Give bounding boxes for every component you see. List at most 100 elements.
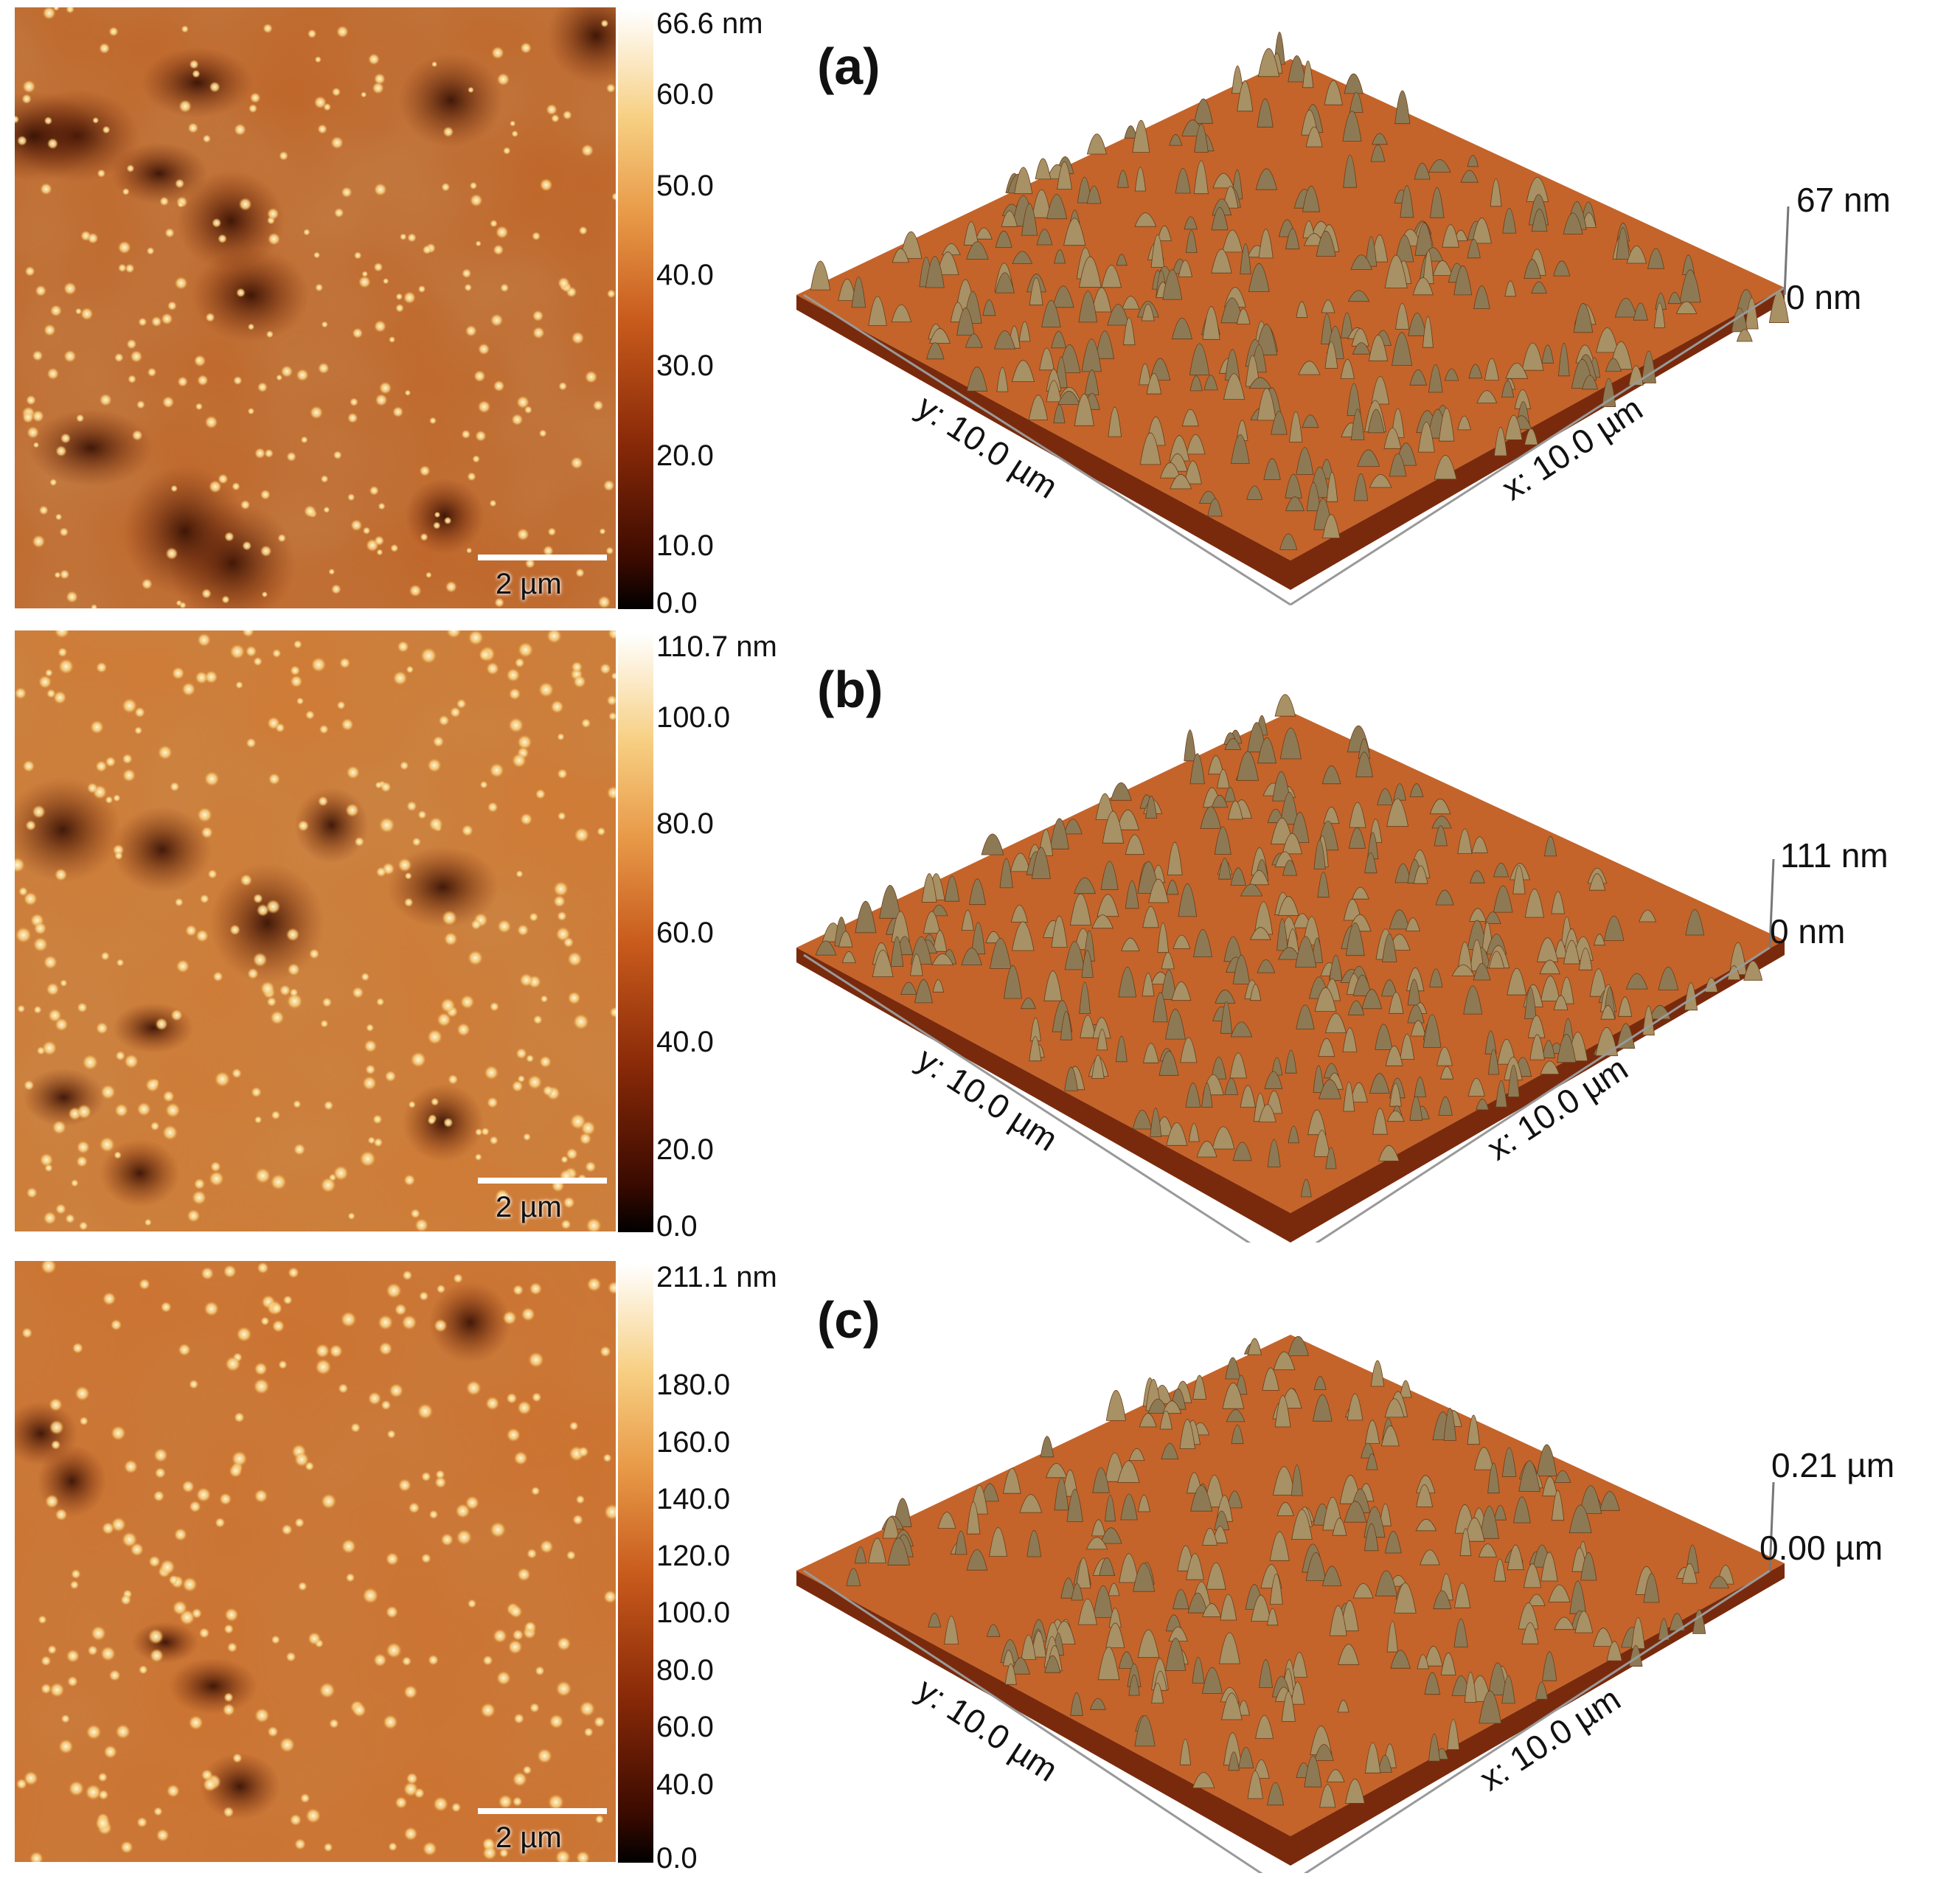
grain-dot: [579, 1132, 592, 1145]
surface-peak: [1593, 934, 1605, 946]
surface-peak: [1539, 959, 1560, 975]
grain-dot: [358, 276, 371, 288]
grain-dot: [354, 836, 364, 847]
grain-dot: [539, 1540, 554, 1554]
surface-peak: [838, 931, 853, 948]
grain-dot: [242, 630, 254, 638]
grain-dot: [547, 1793, 564, 1810]
surface-peak: [1512, 865, 1526, 894]
grain-dot: [522, 1765, 532, 1775]
surface-peak: [1257, 48, 1280, 77]
surface-peak: [1004, 965, 1022, 999]
surface-peak: [1390, 1650, 1411, 1669]
grain-dot: [465, 1495, 479, 1510]
grain-dot: [229, 1464, 243, 1478]
surface-peak: [1493, 427, 1507, 456]
grain-dot: [419, 465, 431, 476]
grain-dot: [95, 760, 108, 773]
grain-dot: [24, 1771, 38, 1786]
grain-dot: [182, 1577, 198, 1592]
surface-peak: [1232, 955, 1251, 984]
grain-dot: [199, 894, 209, 904]
grain-dot: [429, 417, 437, 425]
surface-peak: [1313, 839, 1326, 869]
grain-dot: [17, 135, 27, 146]
surface-peak: [1289, 411, 1303, 442]
grain-dot: [442, 126, 454, 138]
surface-peak: [1422, 1014, 1442, 1048]
grain-dot: [195, 355, 204, 365]
grain-dot: [420, 647, 437, 664]
surface-peak: [1139, 432, 1161, 465]
surface-peak: [1378, 1145, 1400, 1161]
grain-dot: [178, 1343, 191, 1356]
afm-3d-surface: y: 10.0 µm x: 10.0 µm: [796, 32, 1790, 606]
grain-dot: [347, 493, 355, 501]
grain-dot: [294, 1518, 305, 1528]
grain-dot: [572, 1514, 583, 1526]
grain-dot: [202, 134, 212, 143]
surface-peak: [1344, 73, 1363, 94]
surface-peak: [1274, 1394, 1291, 1428]
surface-peak: [1099, 1557, 1115, 1576]
grain-dot: [226, 1642, 237, 1653]
surface-peak: [1478, 1543, 1498, 1557]
z-axis-line: [1768, 1481, 1775, 1571]
surface-peak: [1372, 133, 1388, 145]
surface-peak: [1026, 1530, 1042, 1557]
grain-dot: [296, 369, 309, 382]
grain-dot: [71, 1179, 79, 1187]
surface-peak: [1313, 1744, 1334, 1761]
surface-peak: [1472, 218, 1492, 244]
grain-dot: [219, 1493, 232, 1506]
surface-peak: [971, 922, 986, 955]
grain-dot: [517, 734, 532, 750]
grain-dot: [122, 698, 137, 714]
surface-peak: [1409, 1096, 1423, 1121]
afm-height-map: [15, 1261, 616, 1862]
surface-peak: [1551, 1490, 1565, 1521]
grain-dot: [136, 400, 145, 409]
colorbar-tick: 20.0: [656, 439, 714, 472]
colorbar-tick: 40.0: [656, 1768, 714, 1801]
grain-dot: [21, 94, 32, 104]
grain-dot: [456, 1529, 472, 1546]
grain-dot: [304, 504, 316, 518]
grain-dot: [497, 919, 512, 934]
surface-peak: [1467, 1414, 1480, 1445]
grain-dot: [404, 389, 411, 396]
grain-dot: [22, 760, 35, 773]
surface-peak: [1133, 1563, 1156, 1592]
grain-dot: [319, 724, 329, 734]
grain-dot: [317, 124, 327, 134]
surface-peak: [1351, 328, 1369, 347]
surface-peak: [879, 885, 901, 919]
surface-plane: [796, 1335, 1785, 1836]
grain-dots: [15, 7, 616, 608]
surface-peak: [1071, 1583, 1083, 1601]
surface-peak: [1166, 1122, 1188, 1146]
surface-peak: [1317, 872, 1330, 898]
grain-dot: [347, 1212, 355, 1220]
grain-dot: [66, 7, 74, 14]
grain-dot: [41, 1683, 52, 1695]
depression-spot: [141, 47, 254, 118]
surface-peak: [1255, 168, 1278, 190]
grain-dot: [421, 1471, 431, 1482]
surface-peak: [1414, 1077, 1427, 1097]
grain-dot: [136, 1102, 151, 1116]
grain-dot: [394, 1303, 407, 1316]
surface-peak: [1211, 794, 1229, 808]
grain-dot: [131, 429, 143, 441]
surface-peak: [1137, 1495, 1150, 1512]
grain-dot: [503, 147, 511, 155]
grain-dot: [276, 374, 283, 381]
surface-peak: [1386, 798, 1409, 827]
surface-peak: [1282, 860, 1298, 876]
surface-peak: [1524, 259, 1541, 279]
afm-3d-surface: y: 10.0 µm x: 10.0 µm: [796, 1335, 1785, 1873]
grain-dot: [234, 123, 246, 136]
grain-dot: [434, 511, 441, 518]
surface-peak: [1367, 409, 1385, 434]
grain-dot: [263, 23, 273, 34]
